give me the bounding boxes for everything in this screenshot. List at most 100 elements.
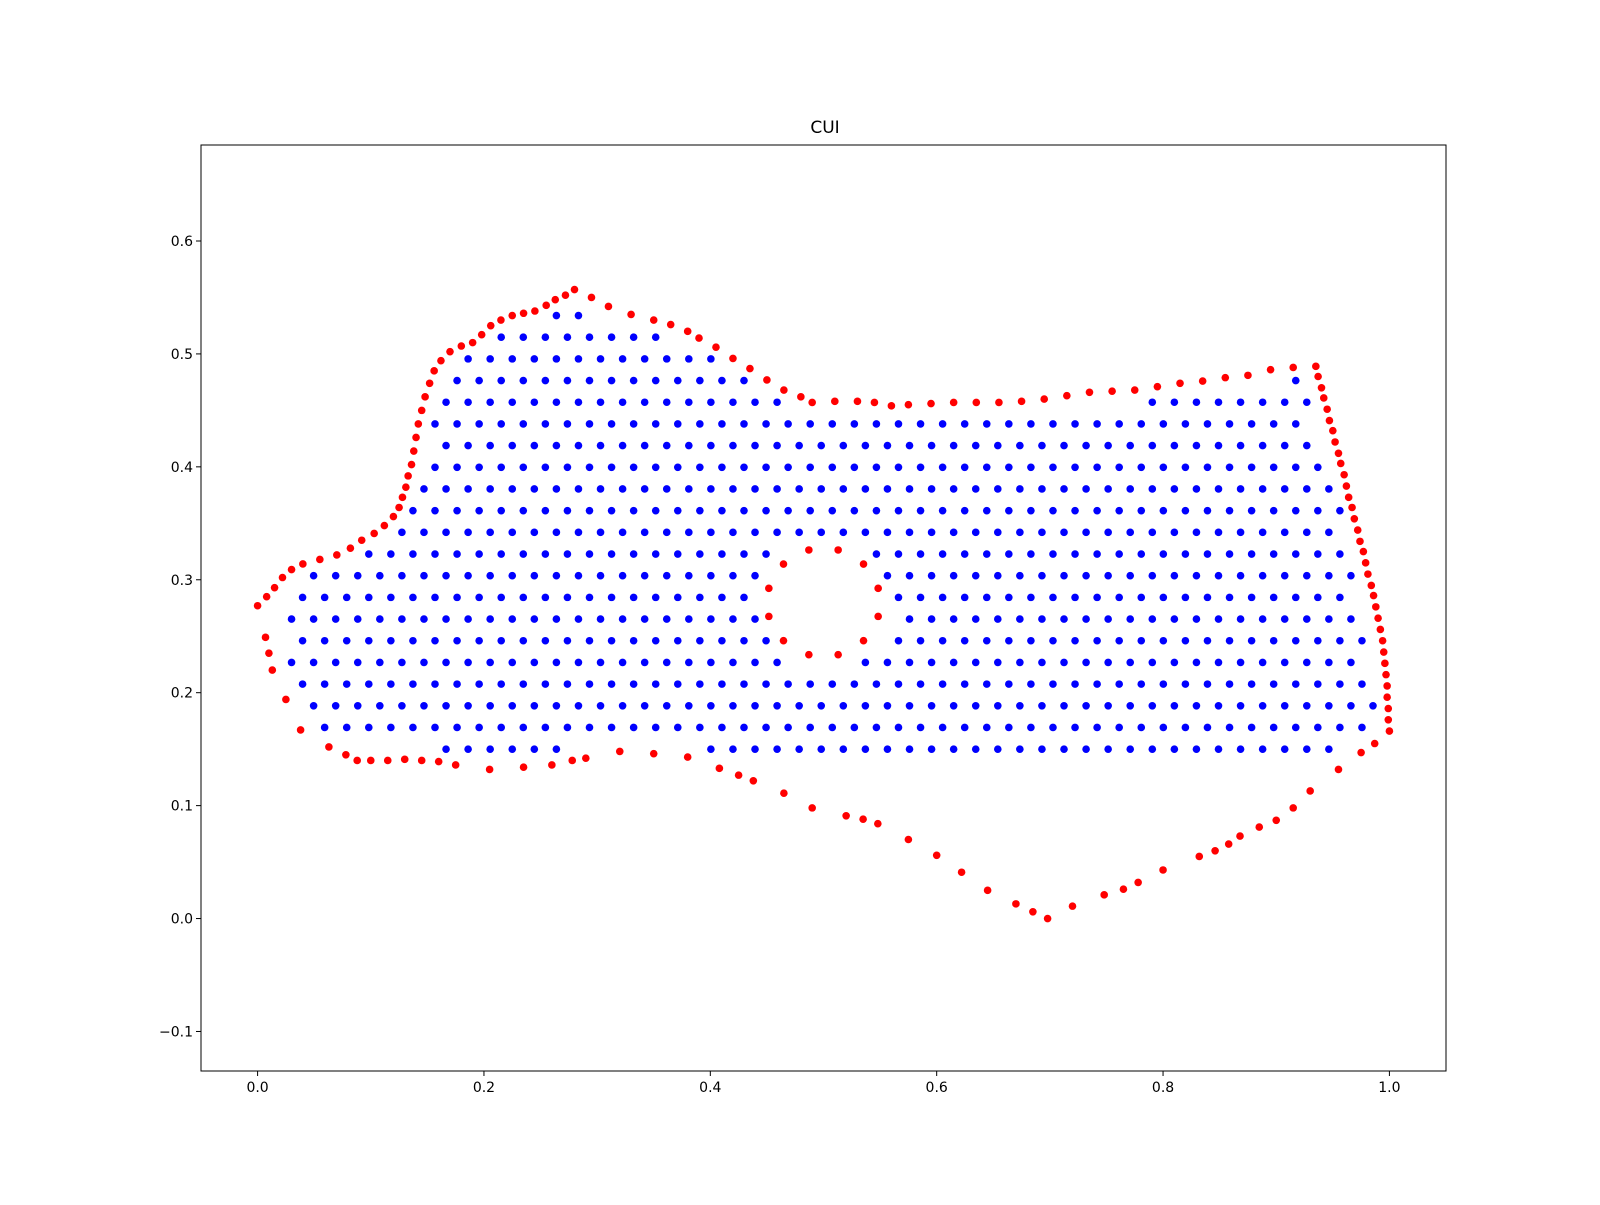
interior-point: [1115, 723, 1123, 732]
interior-point: [718, 550, 726, 558]
interior-point: [949, 701, 958, 710]
interior-point: [707, 571, 715, 580]
boundary-point: [1323, 405, 1331, 414]
interior-point: [353, 571, 362, 580]
interior-point: [1170, 658, 1179, 667]
interior-point: [464, 701, 472, 710]
interior-point: [762, 550, 770, 558]
interior-point: [574, 658, 583, 667]
interior-point: [1137, 636, 1146, 645]
boundary-point: [407, 460, 416, 469]
interior-point: [1104, 485, 1112, 493]
interior-point: [938, 636, 947, 645]
interior-point: [1203, 420, 1212, 428]
interior-point: [662, 528, 671, 537]
interior-point: [1247, 550, 1256, 558]
interior-point: [453, 636, 461, 645]
interior-point: [442, 571, 450, 580]
interior-point: [364, 723, 373, 732]
interior-point: [718, 593, 726, 602]
interior-point: [1071, 420, 1079, 428]
interior-point: [1060, 701, 1068, 710]
interior-point: [342, 593, 351, 602]
interior-point: [353, 701, 362, 710]
interior-point: [552, 745, 561, 753]
interior-point: [1082, 658, 1090, 667]
interior-point: [828, 420, 837, 428]
interior-point: [1148, 701, 1157, 710]
interior-point: [309, 571, 318, 580]
interior-point: [563, 680, 572, 688]
interior-point: [464, 441, 472, 450]
interior-point: [1203, 506, 1212, 515]
boundary-point: [417, 406, 426, 415]
interior-point: [1314, 680, 1322, 688]
boundary-point: [874, 819, 882, 828]
interior-point: [861, 528, 870, 537]
interior-point: [607, 723, 616, 732]
interior-point: [1302, 658, 1311, 667]
interior-point: [916, 680, 925, 688]
interior-point: [1325, 615, 1333, 623]
interior-point: [1115, 420, 1123, 428]
boundary-point: [808, 804, 816, 812]
interior-point: [927, 441, 936, 450]
interior-point: [1258, 745, 1267, 753]
interior-point: [1104, 658, 1112, 667]
interior-point: [607, 333, 616, 342]
interior-point: [563, 593, 572, 602]
interior-point: [420, 571, 428, 580]
interior-point: [453, 550, 461, 558]
interior-point: [618, 398, 627, 407]
interior-point: [497, 506, 506, 515]
boundary-point: [402, 483, 410, 491]
interior-point: [530, 745, 539, 753]
interior-point: [938, 550, 947, 558]
boundary-point: [531, 307, 539, 315]
interior-point: [1192, 615, 1201, 623]
interior-point: [795, 441, 803, 450]
interior-point: [629, 376, 638, 385]
interior-point: [872, 680, 881, 688]
x-tick-label: 1.0: [1378, 1080, 1400, 1096]
interior-point: [387, 723, 395, 732]
boundary-point: [270, 583, 279, 592]
interior-point: [651, 636, 660, 645]
boundary-point: [1130, 386, 1139, 394]
interior-point: [894, 723, 903, 732]
interior-point: [1005, 420, 1013, 428]
interior-point: [1214, 398, 1223, 407]
interior-point: [508, 571, 517, 580]
boundary-point: [457, 342, 466, 350]
interior-point: [729, 441, 737, 450]
boundary-point: [389, 512, 398, 521]
interior-point: [1104, 745, 1112, 753]
interior-point: [519, 463, 528, 472]
interior-point: [872, 506, 881, 515]
interior-point: [486, 355, 494, 363]
interior-point: [475, 506, 483, 515]
interior-point: [651, 680, 660, 688]
interior-point: [596, 398, 605, 407]
interior-point: [1247, 420, 1256, 428]
interior-point: [718, 463, 726, 472]
boundary-point: [797, 393, 805, 401]
boundary-point: [1211, 846, 1219, 855]
interior-point: [1005, 550, 1013, 558]
interior-point: [729, 615, 737, 623]
interior-point: [806, 506, 815, 515]
interior-point: [331, 658, 340, 667]
interior-point: [552, 528, 561, 537]
interior-point: [861, 441, 870, 450]
interior-point: [552, 658, 561, 667]
boundary-point: [497, 316, 505, 324]
interior-point: [1291, 723, 1300, 732]
interior-point: [795, 701, 803, 710]
interior-point: [773, 441, 781, 450]
interior-point: [817, 485, 826, 493]
interior-point: [883, 701, 892, 710]
interior-point: [1203, 593, 1212, 602]
boundary-point: [1342, 482, 1351, 490]
interior-point: [1115, 593, 1123, 602]
interior-point: [353, 615, 362, 623]
